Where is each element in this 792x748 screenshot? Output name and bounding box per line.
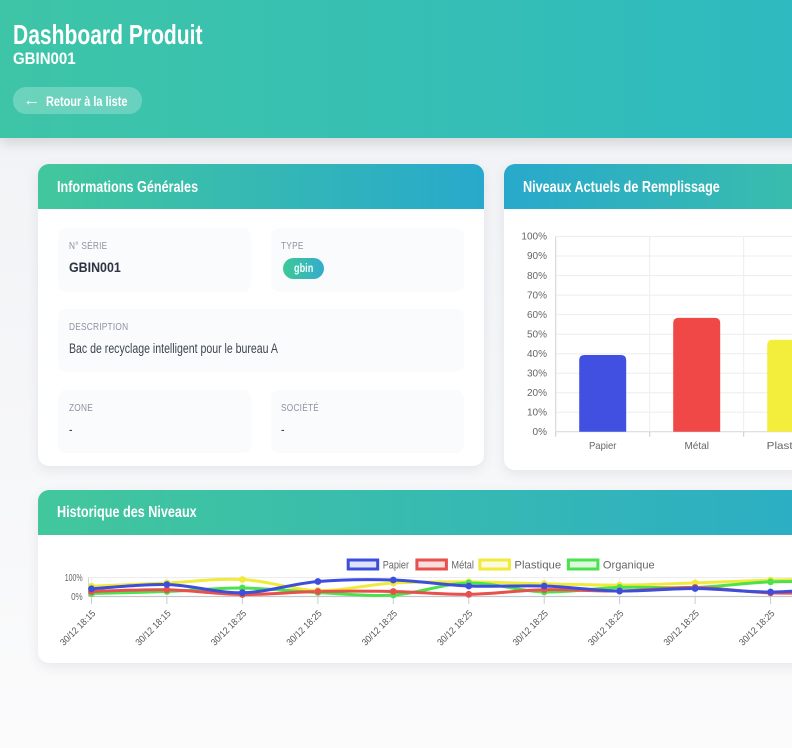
svg-text:30/12 18:25: 30/12 18:25 (511, 608, 551, 648)
svg-text:30/12 18:25: 30/12 18:25 (360, 608, 400, 648)
svg-text:90%: 90% (526, 251, 546, 262)
svg-text:0%: 0% (532, 427, 547, 438)
svg-text:Métal: Métal (451, 559, 474, 571)
svg-text:70%: 70% (526, 290, 546, 301)
svg-text:100%: 100% (65, 573, 83, 584)
svg-text:Organique: Organique (603, 559, 655, 571)
svg-text:30%: 30% (526, 368, 546, 379)
svg-text:20%: 20% (526, 387, 546, 398)
svg-text:100%: 100% (521, 231, 547, 242)
svg-text:Plastique: Plastique (766, 440, 792, 452)
svg-text:30/12 18:15: 30/12 18:15 (58, 608, 98, 648)
svg-text:30/12 18:25: 30/12 18:25 (285, 608, 325, 648)
svg-text:30/12 18:25: 30/12 18:25 (209, 608, 249, 648)
svg-text:0%: 0% (71, 592, 83, 603)
svg-text:30/12 18:25: 30/12 18:25 (662, 608, 702, 648)
svg-text:Papier: Papier (383, 559, 410, 571)
svg-text:Papier: Papier (588, 440, 616, 452)
svg-text:10%: 10% (526, 407, 546, 418)
svg-text:30/12 18:15: 30/12 18:15 (134, 608, 174, 648)
svg-text:30/12 18:25: 30/12 18:25 (435, 608, 475, 648)
svg-text:60%: 60% (526, 309, 546, 320)
svg-text:Métal: Métal (684, 440, 709, 452)
svg-text:40%: 40% (526, 348, 546, 359)
svg-text:30/12 18:25: 30/12 18:25 (586, 608, 626, 648)
svg-text:30/12 18:25: 30/12 18:25 (737, 608, 777, 648)
svg-text:Plastique: Plastique (514, 559, 561, 571)
svg-text:80%: 80% (526, 270, 546, 281)
svg-text:50%: 50% (526, 329, 546, 340)
